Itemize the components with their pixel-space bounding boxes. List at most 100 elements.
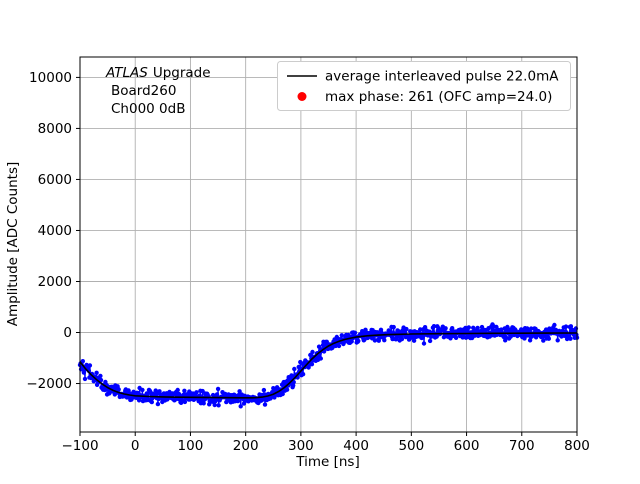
plot-annotation: ATLAS Upgrade Board260 Ch000 0dB <box>105 65 211 117</box>
legend-entry-average: average interleaved pulse 22.0mA <box>325 69 559 85</box>
x-tick-label: −100 <box>61 438 98 454</box>
legend-dot-sample <box>297 92 307 101</box>
pulse-sample-point <box>94 370 99 375</box>
pulse-sample-point <box>466 325 471 330</box>
pulse-sample-point <box>262 402 268 407</box>
pulse-sample-point <box>372 338 378 343</box>
annotation-line1: ATLAS Upgrade <box>105 65 211 81</box>
pulse-sample-point <box>552 322 557 328</box>
pulse-sample-point <box>201 401 206 406</box>
annotation-upgrade: Upgrade <box>153 65 211 81</box>
pulse-sample-point <box>475 325 480 331</box>
x-tick-label: 700 <box>509 438 535 454</box>
pulse-sample-point <box>216 403 221 408</box>
pulse-sample-point <box>450 326 455 331</box>
pulse-sample-point <box>356 338 361 344</box>
x-tick-label: 500 <box>398 438 424 454</box>
pulse-sample-point <box>182 399 188 405</box>
pulse-sample-point <box>80 359 86 364</box>
pulse-sample-point <box>399 336 405 342</box>
pulse-sample-point <box>529 326 534 331</box>
legend-entry-maxphase: max phase: 261 (OFC amp=24.0) <box>325 89 552 105</box>
x-axis-label: Time [ns] <box>295 454 359 470</box>
x-tick-label: 100 <box>178 438 204 454</box>
pulse-sample-point <box>411 338 417 343</box>
x-tick-label: 800 <box>564 438 590 454</box>
pulse-sample-point <box>300 372 306 377</box>
pulse-sample-point <box>212 402 217 408</box>
pulse-sample-point <box>98 373 103 379</box>
y-tick-label: 2000 <box>38 274 72 290</box>
pulse-sample-point <box>443 326 448 331</box>
annotation-atlas: ATLAS <box>105 65 148 81</box>
x-tick-label: 400 <box>343 438 369 454</box>
pulse-sample-point <box>333 343 338 349</box>
ticks-layer: −100 0 100 200 300 400 500 600 700 800 −2000 0 2000 4… <box>26 70 590 454</box>
pulse-sample-point <box>503 334 508 340</box>
pulse-sample-point <box>136 398 142 403</box>
pulse-sample-point <box>541 338 546 343</box>
pulse-sample-point <box>404 326 409 332</box>
x-tick-label: 200 <box>233 438 259 454</box>
x-tick-label: 300 <box>288 438 314 454</box>
y-tick-label: 0 <box>63 325 72 341</box>
pulse-sample-point <box>237 389 242 394</box>
pulse-sample-point <box>177 392 182 397</box>
pulse-sample-point <box>318 356 323 361</box>
pulse-sample-point <box>508 334 513 339</box>
annotation-line2: Board260 <box>111 83 176 99</box>
pulse-sample-point <box>421 341 427 346</box>
pulse-sample-point <box>144 391 149 396</box>
pulse-sample-point <box>200 388 205 394</box>
pulse-sample-point <box>292 366 297 372</box>
pulse-sample-point <box>422 325 428 330</box>
legend: average interleaved pulse 22.0mA max pha… <box>277 61 571 111</box>
pulse-sample-point <box>431 324 437 329</box>
pulse-sample-point <box>182 388 187 393</box>
pulse-sample-point <box>149 399 154 405</box>
pulse-sample-point <box>546 336 551 341</box>
pulse-sample-point <box>453 335 459 340</box>
pulse-sample-point <box>155 401 161 407</box>
pulse-sample-point <box>352 330 358 335</box>
pulse-sample-point <box>419 335 424 341</box>
pulse-sample-point <box>310 349 315 355</box>
pulse-sample-point <box>214 392 220 397</box>
axis-labels: Time [ns] Amplitude [ADC Counts] <box>5 162 360 470</box>
pulse-sample-point <box>563 324 569 329</box>
pulse-sample-point <box>471 325 476 330</box>
pulse-sample-point <box>382 338 387 343</box>
pulse-sample-point <box>175 387 180 393</box>
y-tick-label: −2000 <box>26 376 72 392</box>
pulse-sample-point <box>87 363 93 368</box>
pulse-sample-point <box>116 387 121 392</box>
pulse-sample-point <box>568 336 573 341</box>
pulse-sample-point <box>391 324 396 330</box>
y-tick-label: 6000 <box>38 172 72 188</box>
pulse-sample-point <box>527 338 533 343</box>
y-tick-label: 4000 <box>38 223 72 239</box>
y-tick-label: 8000 <box>38 121 72 137</box>
pulse-sample-point <box>555 338 560 343</box>
pulse-sample-point <box>568 324 574 329</box>
pulse-sample-point <box>280 391 285 397</box>
pulse-sample-point <box>194 390 199 395</box>
pulse-sample-point <box>362 337 367 342</box>
pulse-sample-point <box>336 343 342 349</box>
pulse-sample-point <box>289 373 294 378</box>
annotation-line3: Ch000 0dB <box>111 101 185 117</box>
pulse-sample-point <box>238 404 243 409</box>
pulse-sample-point <box>98 377 104 383</box>
pulse-sample-point <box>316 344 322 349</box>
y-axis-label: Amplitude [ADC Counts] <box>5 162 21 326</box>
pulse-sample-point <box>309 362 315 367</box>
pulse-sample-point <box>82 376 88 382</box>
pulse-sample-point <box>215 386 221 392</box>
pulse-sample-point <box>427 338 433 344</box>
pulse-sample-point <box>339 333 344 338</box>
pulse-sample-point <box>235 398 241 404</box>
pulse-sample-point <box>140 387 145 393</box>
average-pulse-line <box>79 332 578 399</box>
